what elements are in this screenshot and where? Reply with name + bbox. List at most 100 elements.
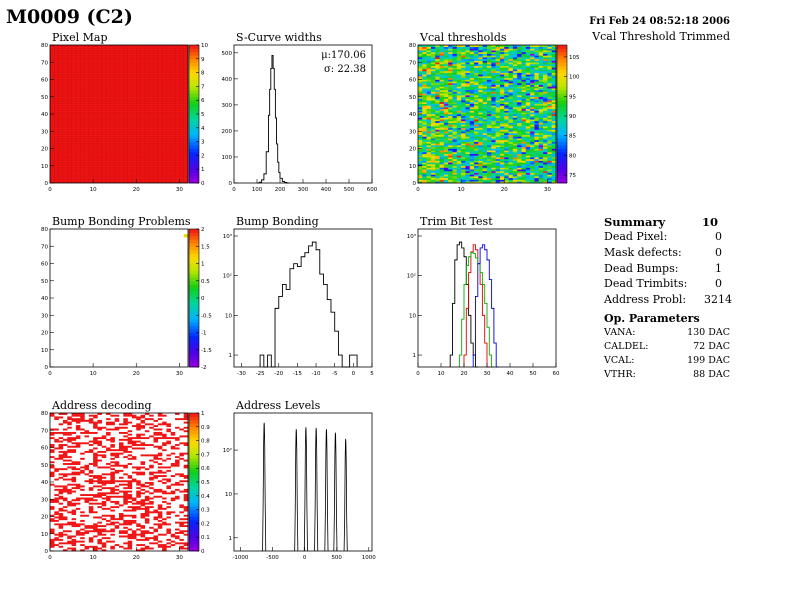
heatmap-cell <box>136 490 141 493</box>
heatmap-cell <box>127 438 133 441</box>
heatmap-cell <box>508 81 514 84</box>
heatmap-cell <box>512 139 518 142</box>
heatmap-cell <box>153 516 159 519</box>
heatmap-cell <box>448 91 453 94</box>
heatmap-cell <box>97 413 102 415</box>
heatmap-cell <box>106 540 111 543</box>
heatmap-cell <box>93 421 98 424</box>
heatmap-cell <box>443 45 449 48</box>
heatmap-cell <box>499 126 505 129</box>
heatmap-cell <box>162 545 167 548</box>
heatmap-cell <box>530 129 535 132</box>
heatmap-cell <box>534 48 540 51</box>
heatmap-cell <box>97 533 102 536</box>
heatmap-cell <box>491 72 496 75</box>
heatmap-cell <box>487 74 492 77</box>
heatmap-cell <box>93 459 98 462</box>
heatmap-cell <box>547 74 552 77</box>
y-tick-label: 10³ <box>407 233 416 240</box>
heatmap-cell <box>456 93 462 96</box>
heatmap-cell <box>547 84 552 87</box>
heatmap-cell <box>50 450 55 453</box>
y-tick-label: 10² <box>407 273 416 280</box>
x-tick-label: 100 <box>252 187 263 193</box>
heatmap-cell <box>418 119 423 122</box>
heatmap-cell <box>512 110 518 113</box>
heatmap-cell <box>461 151 466 154</box>
heatmap-cell <box>538 174 544 177</box>
heatmap-cell <box>452 50 458 53</box>
heatmap-cell <box>465 151 471 154</box>
heatmap-cell <box>465 181 471 184</box>
heatmap-cell <box>426 172 432 175</box>
heatmap-cell <box>439 98 445 101</box>
heatmap-cell <box>538 169 544 172</box>
heatmap-cell <box>512 174 518 177</box>
heatmap-cell <box>418 88 423 91</box>
heatmap-cell <box>131 437 137 440</box>
heatmap-cell <box>547 82 552 85</box>
heatmap-cell <box>474 95 479 98</box>
heatmap-cell <box>175 464 180 467</box>
heatmap-cell <box>144 530 150 533</box>
heatmap-cell <box>119 514 124 517</box>
heatmap-cell <box>543 77 548 80</box>
heatmap-cell <box>67 437 72 440</box>
heatmap-cell <box>538 95 544 98</box>
heatmap-cell <box>422 146 427 149</box>
heatmap-cell <box>71 523 77 526</box>
heatmap-cell <box>114 464 120 467</box>
heatmap-cell <box>448 127 453 130</box>
heatmap-cell <box>439 110 445 113</box>
heatmap-cell <box>469 131 475 134</box>
heatmap-cell <box>482 153 488 156</box>
heatmap-cell <box>443 65 449 68</box>
y-tick-label: 10 <box>41 348 48 354</box>
palette-tick-label: 5 <box>201 112 205 118</box>
heatmap-cell <box>538 60 544 63</box>
heatmap-cell <box>448 70 453 73</box>
heatmap-cell <box>439 96 445 99</box>
heatmap-cell <box>452 48 458 51</box>
heatmap-cell <box>495 131 501 134</box>
heatmap-cell <box>54 511 59 514</box>
heatmap-cell <box>435 177 440 180</box>
heatmap-cell <box>534 146 540 149</box>
heatmap-cell <box>456 57 462 60</box>
heatmap-cell <box>422 127 427 130</box>
heatmap-cell <box>80 442 85 445</box>
x-tick-label: 30 <box>484 371 491 377</box>
heatmap-cell <box>54 416 59 419</box>
heatmap-cell <box>474 141 479 144</box>
heatmap-cell <box>487 95 492 98</box>
heatmap-cell <box>547 100 552 103</box>
heatmap-cell <box>443 81 449 84</box>
heatmap-cell <box>474 170 479 173</box>
heatmap-cell <box>538 89 544 92</box>
palette-cell <box>189 360 199 364</box>
heatmap-cell <box>530 114 535 117</box>
heatmap-cell <box>430 98 436 101</box>
heatmap-cell <box>123 445 128 448</box>
heatmap-cell <box>140 502 146 505</box>
heatmap-cell <box>439 167 445 170</box>
heatmap-cell <box>439 117 445 120</box>
heatmap-cell <box>478 105 483 108</box>
heatmap-cell <box>478 176 483 179</box>
palette-cell <box>189 266 199 271</box>
heatmap-cell <box>508 151 514 154</box>
heatmap-cell <box>461 46 466 49</box>
heatmap-cell <box>157 495 163 498</box>
heatmap-cell <box>418 174 423 177</box>
heatmap-cell <box>426 119 432 122</box>
heatmap-cell <box>512 79 518 82</box>
x-tick-label: 200 <box>275 187 286 193</box>
heatmap-cell <box>504 131 509 134</box>
heatmap-cell <box>495 160 501 163</box>
heatmap-cell <box>534 151 540 154</box>
heatmap-cell <box>71 438 77 441</box>
heatmap-cell <box>430 158 436 161</box>
heatmap-cell <box>127 487 133 490</box>
heatmap-cell <box>469 179 475 182</box>
heatmap-cell <box>456 117 462 120</box>
